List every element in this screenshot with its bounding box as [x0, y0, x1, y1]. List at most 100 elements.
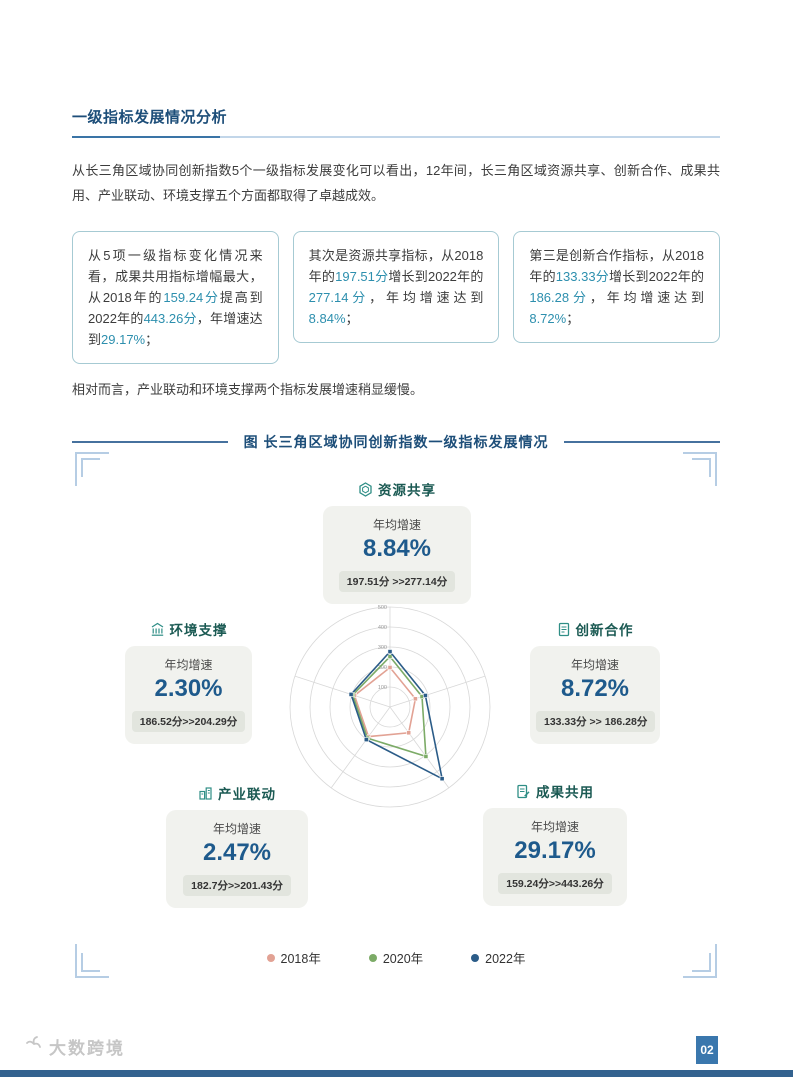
stat-label: 产业联动	[218, 787, 276, 802]
highlighted-value: 29.17%	[101, 331, 146, 347]
highlighted-value: 8.84%	[308, 310, 346, 326]
box-text: ，年均增速达到	[369, 289, 484, 305]
corner-bracket-bottom-right	[683, 944, 717, 978]
highlight-boxes: 从5项一级指标变化情况来看，成果共用指标增幅最大，从2018年的159.24分提…	[72, 230, 721, 364]
content-column: 一级指标发展情况分析 从长三角区域协同创新指数5个一级指标发展变化可以看出，12…	[72, 106, 721, 452]
stat-label: 资源共享	[378, 483, 436, 498]
stat-label: 环境支撑	[169, 623, 228, 638]
document-icon	[557, 622, 571, 637]
hexagon-cube-icon	[358, 481, 373, 497]
caption-line-right	[564, 440, 721, 443]
highlight-box-3: 第三是创新合作指标，从2018年的133.33分增长到2022年的 186.28分…	[513, 230, 721, 343]
stat-label: 创新合作	[575, 623, 634, 638]
document-edit-icon	[516, 784, 531, 799]
chart-legend: 2018年 2020年 2022年	[75, 948, 717, 967]
score-range: 133.33分 >> 186.28分	[536, 711, 656, 732]
highlighted-value: 277.14分	[308, 289, 370, 305]
rate-value: 8.84%	[362, 535, 432, 562]
highlighted-value: 159.24分	[163, 289, 220, 305]
stat-card: 年均增速 2.30% 186.52分>>204.29分	[125, 646, 252, 744]
stat-head: 环境支撑	[125, 619, 252, 639]
stat-group-achievement-sharing: 成果共用 年均增速 29.17% 159.24分>>443.26分	[483, 781, 627, 906]
box-text: 增长到2022年的	[609, 268, 705, 284]
svg-text:100: 100	[378, 685, 387, 691]
highlight-box-2: 其次是资源共享指标，从2018年的197.51分增长到2022年的 277.14分…	[292, 230, 500, 343]
box-text: 提高到2022年的	[88, 289, 263, 326]
rate-value: 29.17%	[514, 837, 596, 864]
box-text: ；	[145, 331, 159, 347]
score-range: 197.51分 >>277.14分	[338, 571, 456, 592]
intro-paragraph: 从长三角区域协同创新指数5个一级指标发展变化可以看出，12年间，长三角区域资源共…	[72, 163, 720, 204]
legend-dot-2020	[368, 953, 377, 962]
rate-value: 8.72%	[560, 675, 630, 702]
stat-head: 资源共享	[323, 479, 471, 499]
stat-head: 产业联动	[166, 783, 308, 803]
score-range: 182.7分>>201.43分	[183, 875, 291, 896]
rate-label: 年均增速	[570, 658, 619, 672]
legend-dot-2022	[471, 953, 480, 962]
legend-item-2018: 2018年	[266, 948, 321, 967]
legend-label: 2018年	[280, 952, 321, 966]
box-text: ，年增速达到	[88, 310, 263, 347]
legend-dot-2018	[266, 953, 275, 962]
stat-head: 创新合作	[530, 619, 660, 639]
highlighted-value: 8.72%	[529, 310, 567, 326]
box-text: ，年均增速达到	[589, 289, 705, 305]
legend-item-2022: 2022年	[471, 948, 525, 967]
highlighted-value: 186.28分	[529, 289, 590, 305]
svg-text:500: 500	[378, 605, 387, 611]
figure-caption-text: 图 长三角区域协同创新指数一级指标发展情况	[243, 433, 549, 450]
caption-line-left	[72, 440, 228, 443]
section-title-underline	[72, 136, 720, 138]
stat-head: 成果共用	[483, 781, 627, 801]
watermark-logo-icon	[24, 1034, 44, 1059]
box-text: 第三是创新合作指标，从2018年的	[529, 247, 705, 284]
corner-bracket-top-right	[683, 452, 717, 486]
rate-label: 年均增速	[530, 820, 579, 834]
stat-card: 年均增速 2.47% 182.7分>>201.43分	[166, 810, 308, 908]
box-text: ；	[345, 310, 359, 326]
rate-label: 年均增速	[372, 518, 421, 532]
stat-group-industry-linkage: 产业联动 年均增速 2.47% 182.7分>>201.43分	[166, 783, 308, 908]
section-title: 一级指标发展情况分析	[72, 109, 228, 126]
stat-card: 年均增速 29.17% 159.24分>>443.26分	[483, 808, 627, 906]
corner-bracket-bottom-left	[75, 944, 109, 978]
legend-label: 2022年	[485, 952, 526, 966]
rate-label: 年均增速	[164, 658, 213, 672]
legend-item-2020: 2020年	[368, 948, 424, 967]
rate-value: 2.30%	[154, 675, 223, 702]
highlighted-value: 197.51分	[335, 268, 389, 284]
rate-label: 年均增速	[212, 822, 261, 836]
building-columns-icon	[150, 622, 165, 637]
rate-value: 2.47%	[202, 839, 272, 866]
watermark: 大数跨境	[24, 1034, 125, 1059]
svg-text:300: 300	[378, 645, 387, 651]
highlighted-value: 133.33分	[555, 268, 609, 284]
box-text: 从5项一级指标变化情况来看，成果共用指标增幅最大，从2018年的	[88, 247, 263, 305]
stat-group-environment-support: 环境支撑 年均增速 2.30% 186.52分>>204.29分	[125, 619, 252, 744]
stat-label: 成果共用	[536, 785, 594, 800]
score-range: 159.24分>>443.26分	[498, 873, 612, 894]
box-text: ；	[566, 310, 580, 326]
svg-text:400: 400	[378, 625, 387, 631]
score-range: 186.52分>>204.29分	[131, 711, 246, 732]
legend-label: 2020年	[382, 952, 424, 966]
footer-bar	[0, 1070, 793, 1077]
chart-zone: 100 200 300 400 500 资源共享 年均增速 8.84% 197.51分 …	[75, 452, 717, 978]
svg-text:200: 200	[378, 665, 387, 671]
highlight-box-1: 从5项一级指标变化情况来看，成果共用指标增幅最大，从2018年的159.24分提…	[72, 230, 279, 364]
factory-icon	[198, 786, 213, 801]
note-paragraph: 相对而言，产业联动和环境支撑两个指标发展增速稍显缓慢。	[72, 381, 424, 397]
stat-group-innovation-cooperation: 创新合作 年均增速 8.72% 133.33分 >> 186.28分	[530, 619, 660, 744]
watermark-text: 大数跨境	[49, 1039, 125, 1058]
box-text: 增长到2022年的	[388, 268, 484, 284]
page-number: 02	[696, 1036, 718, 1064]
box-text: 其次是资源共享指标，从2018年的	[308, 247, 484, 284]
stat-card: 年均增速 8.72% 133.33分 >> 186.28分	[530, 646, 660, 744]
radar-chart: 100 200 300 400 500	[289, 605, 491, 808]
highlighted-value: 443.26分	[143, 310, 197, 326]
figure-caption: 图 长三角区域协同创新指数一级指标发展情况	[72, 432, 721, 452]
corner-bracket-top-left	[75, 452, 109, 486]
stat-card: 年均增速 8.84% 197.51分 >>277.14分	[323, 506, 471, 604]
